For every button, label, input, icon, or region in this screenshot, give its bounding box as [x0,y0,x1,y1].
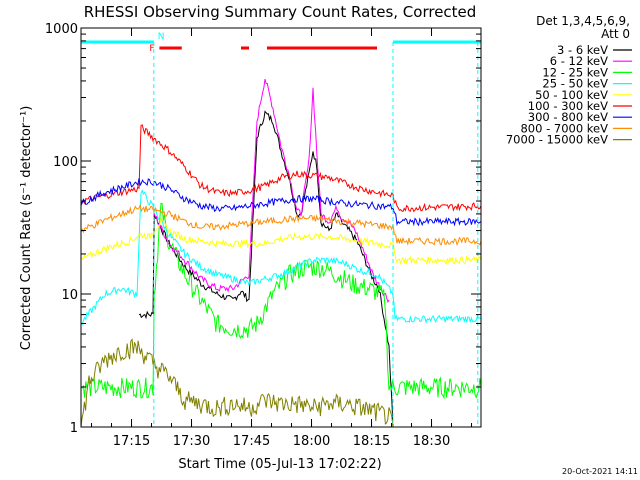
x-axis-label: Start Time (05-Jul-13 17:02:22) [178,457,381,472]
x-tick-label-6: 18:30 [413,434,450,449]
series-line-8 [80,203,482,246]
series-line-1 [138,110,394,428]
series-line-3 [80,202,482,400]
x-tick-label-2: 17:30 [173,434,210,449]
plot-area: NF 17:15 17:30 17:45 18:00 18:15 18:30 1 10 100… [45,22,482,449]
legend-label-9: 7000 - 15000 keV [506,133,608,147]
y-tick-label-1: 1 [70,421,78,436]
x-tick-label-1: 17:15 [113,434,150,449]
x-tick-label-5: 18:15 [353,434,390,449]
flag-label-N: N [158,32,165,42]
legend-label-1: 3 - 6 keV [557,43,608,57]
legend-label-2: 6 - 12 keV [550,54,608,68]
legend-label-4: 25 - 50 keV [542,77,608,91]
y-tick-label-2: 10 [61,288,78,303]
footer-date: 20-Oct-2021 14:11 [562,467,638,476]
series-line-9 [80,338,394,428]
y-tick-label-3: 100 [53,155,78,170]
series-line-6 [80,124,482,213]
y-axis-label: Corrected Count Rate (s⁻¹ detector⁻¹) [19,106,34,351]
legend-label-6: 100 - 300 keV [528,99,608,113]
x-tick-label-4: 18:00 [293,434,330,449]
series-line-7 [80,178,482,227]
chart-title: RHESSI Observing Summary Count Rates, Co… [84,3,477,21]
legend-label-3: 12 - 25 keV [542,65,608,79]
plot-frame [80,27,482,428]
flag-label-F: F [149,44,154,54]
legend-label-8: 800 - 7000 keV [520,121,608,135]
legend-label-5: 50 - 100 keV [535,88,608,102]
series-line-5 [81,217,482,266]
y-tick-label-4: 1000 [45,22,78,37]
x-tick-label-3: 17:45 [233,434,270,449]
legend-title-line-2: Att 0 [601,27,630,41]
legend-label-7: 300 - 800 keV [528,110,608,124]
series-line-2 [153,78,390,303]
legend-title-line-1: Det 1,3,4,5,6,9, [536,14,630,28]
series-line-4 [80,189,482,325]
